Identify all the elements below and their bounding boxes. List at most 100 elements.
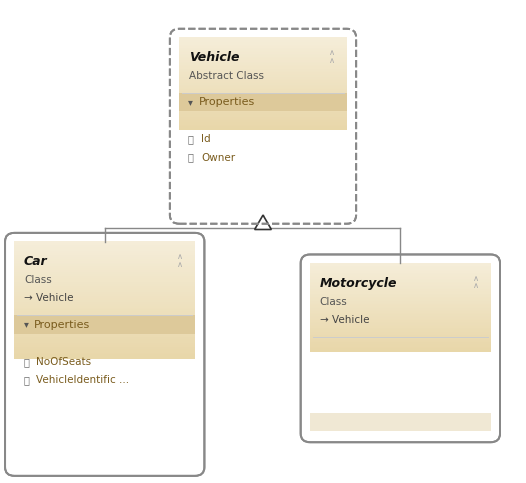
Bar [179, 86, 347, 88]
Bar [15, 242, 195, 467]
Bar [15, 351, 195, 353]
Bar [310, 320, 491, 322]
Bar [15, 325, 195, 327]
Bar [15, 263, 195, 265]
Bar [310, 307, 491, 309]
Bar [15, 274, 195, 277]
Bar [310, 282, 491, 284]
Bar [15, 298, 195, 300]
Bar [15, 315, 195, 318]
Bar [310, 326, 491, 328]
Bar [179, 56, 347, 57]
Bar [310, 294, 491, 296]
Text: NoOfSeats: NoOfSeats [36, 357, 92, 367]
Bar [310, 263, 491, 434]
Text: → Vehicle: → Vehicle [319, 315, 369, 325]
Bar [310, 344, 491, 346]
Bar [310, 338, 491, 340]
Bar [15, 288, 195, 290]
Text: Car: Car [24, 255, 47, 268]
Bar [310, 266, 491, 268]
Bar [15, 323, 195, 326]
Bar [310, 289, 491, 291]
Bar [179, 66, 347, 68]
Bar [179, 52, 347, 55]
Bar [310, 280, 491, 283]
Text: Id: Id [201, 134, 211, 144]
Bar [310, 285, 491, 287]
Bar [15, 329, 195, 331]
Bar [15, 333, 195, 335]
Bar [310, 313, 491, 315]
Bar [15, 276, 195, 279]
Bar [310, 334, 491, 336]
Bar [15, 319, 195, 322]
Bar [179, 37, 347, 39]
Bar [15, 258, 195, 261]
Bar [15, 247, 195, 249]
Bar [179, 126, 347, 128]
Bar [310, 304, 491, 306]
Bar [310, 348, 491, 350]
Bar [15, 313, 195, 316]
Bar [310, 332, 491, 334]
Text: 🔧: 🔧 [23, 357, 29, 367]
Bar [15, 341, 195, 343]
Bar [310, 350, 491, 352]
Bar [179, 71, 347, 73]
Bar [179, 114, 347, 116]
Bar [15, 315, 195, 334]
Bar [15, 292, 195, 294]
Text: 🔧: 🔧 [188, 153, 194, 163]
Bar [179, 69, 347, 71]
Bar [15, 286, 195, 288]
Bar [179, 83, 347, 85]
Text: Abstract Class: Abstract Class [189, 71, 264, 81]
Text: Properties: Properties [199, 97, 256, 107]
Bar [310, 312, 491, 313]
Bar [179, 58, 347, 60]
Bar [15, 256, 195, 259]
Bar [310, 279, 491, 281]
Text: Class: Class [319, 297, 347, 307]
Bar [310, 319, 491, 321]
Bar [179, 100, 347, 102]
Bar [15, 310, 195, 312]
Bar [310, 267, 491, 269]
Bar [179, 37, 347, 215]
Bar [179, 63, 347, 65]
Bar [179, 101, 347, 104]
Bar [179, 68, 347, 70]
Bar [15, 294, 195, 296]
Bar [310, 342, 491, 344]
Bar [15, 302, 195, 304]
Text: Vehicle: Vehicle [189, 51, 239, 64]
Bar [15, 308, 195, 310]
Bar [310, 316, 491, 318]
Bar [310, 277, 491, 279]
Bar [310, 329, 491, 331]
Bar [15, 267, 195, 269]
Bar [310, 297, 491, 298]
Bar [179, 40, 347, 42]
Bar [15, 245, 195, 247]
Bar [179, 46, 347, 48]
Bar [310, 337, 491, 339]
Bar [15, 261, 195, 263]
Bar [310, 298, 491, 300]
Bar [179, 79, 347, 81]
Polygon shape [255, 215, 271, 229]
Bar [15, 327, 195, 329]
Bar [310, 264, 491, 266]
Bar [15, 265, 195, 267]
Bar [310, 327, 491, 329]
Bar [310, 273, 491, 275]
Text: Properties: Properties [34, 320, 90, 329]
Bar [310, 345, 491, 347]
Text: Class: Class [24, 275, 52, 285]
Bar [179, 91, 347, 93]
Bar [15, 312, 195, 314]
Bar [15, 349, 195, 351]
Bar [15, 269, 195, 271]
Bar [15, 270, 195, 273]
